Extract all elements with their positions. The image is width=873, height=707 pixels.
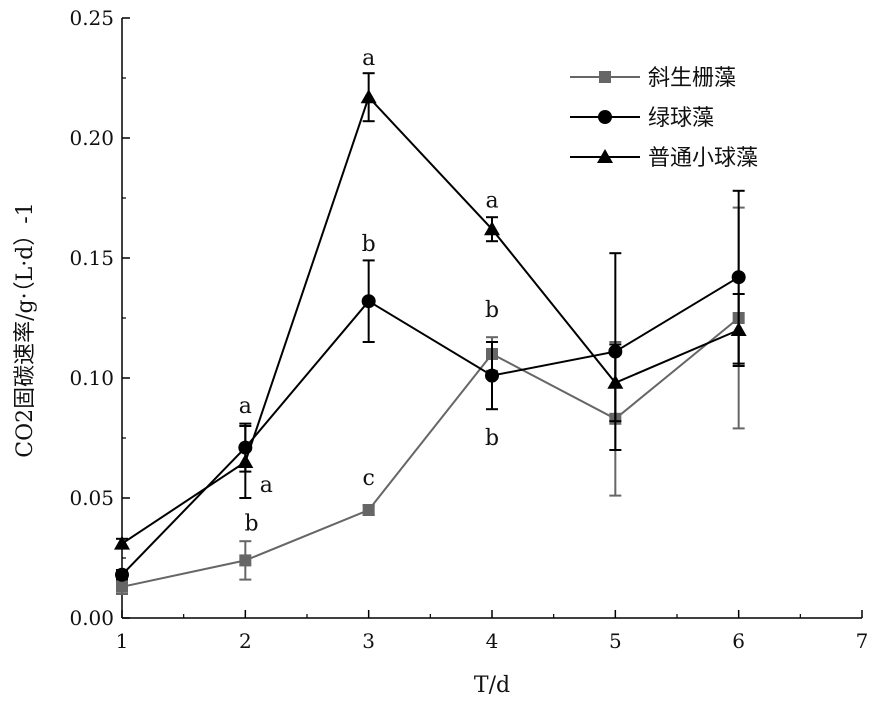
series-0-error-bars	[116, 206, 745, 595]
x-tick-label-2: 2	[239, 629, 252, 653]
series-2-error-bars	[116, 72, 745, 550]
series-2-point-1	[237, 454, 254, 468]
y-tick-label-0.10: 0.10	[69, 366, 114, 390]
legend-entry-1: 绿球藻	[570, 106, 714, 131]
legend: 斜生栅藻 绿球藻 普通小球藻	[570, 66, 758, 171]
y-tick-label-0.25: 0.25	[69, 6, 114, 30]
y-tick-label-0.05: 0.05	[69, 486, 114, 510]
series-2-point-0	[114, 535, 130, 550]
significance-label-5: a	[362, 46, 375, 71]
legend-marker-2	[597, 149, 613, 163]
x-tick-label-5: 5	[609, 629, 622, 653]
significance-label-8: b	[485, 426, 499, 451]
legend-marker-shape-2	[597, 149, 613, 163]
series-2-point-5	[730, 322, 747, 336]
series-2	[114, 72, 747, 550]
y-tick-label-0.00: 0.00	[69, 606, 114, 630]
series-1-point-0	[115, 567, 129, 582]
significance-label-7: b	[485, 298, 499, 323]
significance-label-0: a	[239, 394, 252, 419]
series-1-line	[121, 276, 740, 576]
x-tick-label-7: 7	[856, 629, 869, 653]
significance-label-2: b	[244, 511, 258, 536]
legend-label-1: 绿球藻	[648, 106, 714, 131]
legend-marker-0	[599, 71, 611, 83]
series-0-line	[121, 317, 740, 588]
x-tick-label-1: 1	[116, 629, 129, 653]
significance-label-1: a	[260, 473, 273, 498]
x-tick-label-6: 6	[732, 629, 745, 653]
series-1-point-2	[361, 294, 376, 309]
legend-label-0: 斜生栅藻	[648, 66, 736, 91]
series-1-point-3	[485, 368, 499, 383]
legend-entry-0: 斜生栅藻	[570, 66, 736, 91]
x-axis-title: T/d	[474, 673, 510, 698]
series-2-point-3	[484, 221, 500, 236]
series-0-point-0	[116, 580, 128, 593]
legend-marker-shape-1	[598, 110, 612, 124]
significance-label-6: a	[485, 189, 498, 214]
x-tick-label-3: 3	[362, 629, 375, 653]
series-1-point-5	[731, 270, 746, 285]
significance-label-4: b	[362, 232, 376, 257]
series-2-point-4	[607, 374, 624, 389]
series-1-error-bars	[116, 189, 745, 581]
series-2-point-2	[360, 89, 377, 104]
series-2-line	[121, 95, 740, 545]
legend-marker-1	[598, 110, 612, 124]
tick-labels: 1 2 3 4 5 6 7 0.00 0.05 0.10 0.15 0.20 0.25	[69, 6, 868, 653]
series-1	[115, 189, 746, 582]
series-0-point-1	[239, 554, 252, 567]
x-tick-label-4: 4	[486, 629, 499, 653]
y-tick-label-0.20: 0.20	[69, 126, 114, 150]
legend-marker-shape-0	[599, 71, 611, 83]
significance-label-3: c	[363, 466, 375, 491]
series-layer	[114, 72, 747, 595]
series-0	[116, 206, 745, 595]
series-0-point-2	[362, 504, 375, 516]
y-axis-title: CO2固碳速率/g·（L·d）-1	[13, 202, 38, 457]
legend-label-2: 普通小球藻	[648, 146, 758, 171]
y-tick-label-0.15: 0.15	[69, 246, 114, 270]
legend-entry-2: 普通小球藻	[570, 146, 758, 171]
ticks	[121, 17, 863, 619]
